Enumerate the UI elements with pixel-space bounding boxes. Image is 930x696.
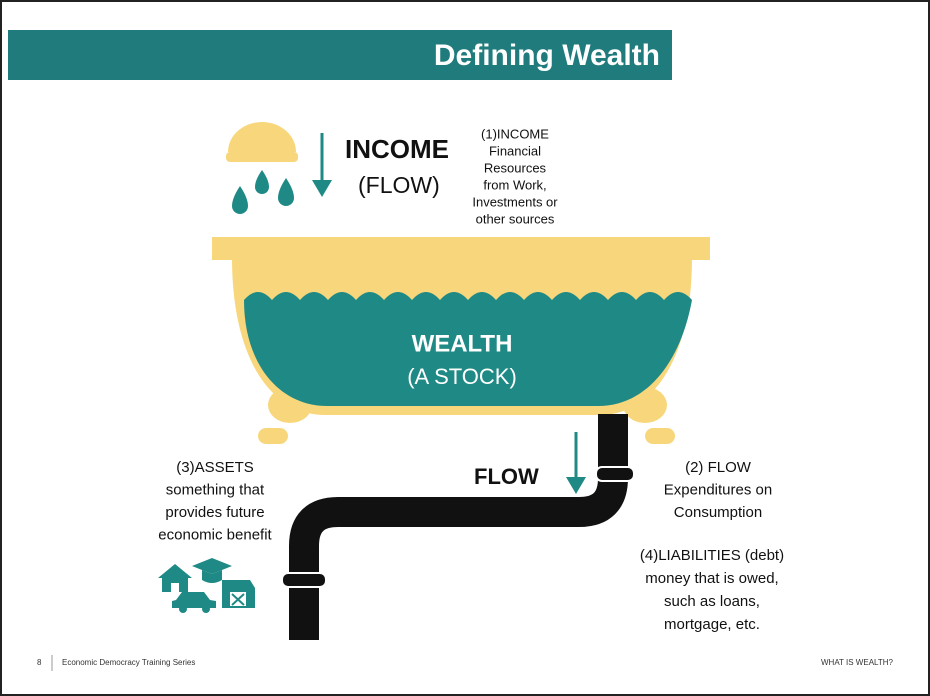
assets-note-line: something that — [166, 481, 265, 498]
wealth-sublabel: (A STOCK) — [407, 364, 517, 389]
income-sublabel: (FLOW) — [358, 172, 440, 198]
flow-note-line: (2) FLOW — [685, 459, 752, 476]
liabilities-note-line: money that is owed, — [645, 570, 778, 587]
income-note-line: from Work, — [483, 177, 546, 192]
liabilities-note-line: such as loans, — [664, 593, 760, 610]
flow-note-line: Consumption — [674, 504, 762, 521]
flow-note-line: Expenditures on — [664, 481, 772, 498]
income-note-line: Financial — [489, 143, 541, 158]
income-label: INCOME — [345, 134, 449, 164]
slide: Defining Wealth INCOME (FLOW) WEALTH (A … — [0, 0, 930, 696]
footer-section: WHAT IS WEALTH? — [821, 658, 894, 667]
wealth-label: WEALTH — [412, 330, 513, 357]
assets-note-line: (3)ASSETS — [176, 459, 254, 476]
income-note-line: Investments or — [472, 194, 558, 209]
assets-note-line: provides future — [165, 504, 264, 521]
footer-page: 8 — [37, 658, 42, 667]
footer-series: Economic Democracy Training Series — [62, 658, 195, 667]
liabilities-note-line: mortgage, etc. — [664, 616, 760, 633]
title: Defining Wealth — [434, 39, 660, 72]
income-note-line: other sources — [476, 211, 555, 226]
income-note-line: Resources — [484, 160, 547, 175]
assets-note-line: economic benefit — [158, 526, 272, 543]
outflow-label: FLOW — [474, 464, 539, 489]
income-note-line: (1)INCOME — [481, 126, 549, 141]
liabilities-note-line: (4)LIABILITIES (debt) — [640, 547, 784, 564]
